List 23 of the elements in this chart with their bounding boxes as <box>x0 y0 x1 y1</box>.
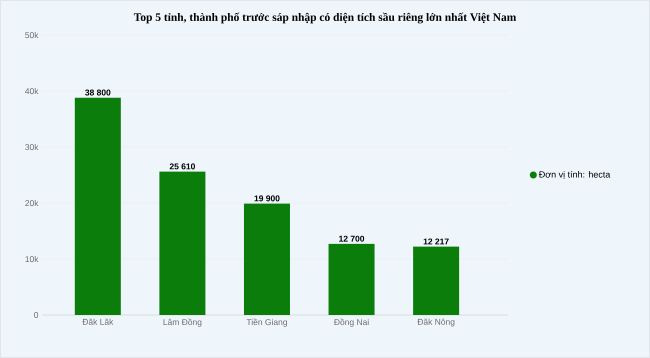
bar <box>244 204 290 315</box>
chart-title: Top 5 tỉnh, thành phố trước sáp nhập có diện tích sầu riêng lớn nhất Việt Nam <box>134 12 516 24</box>
x-tick-label: Tiền Giang <box>246 318 287 327</box>
x-tick-label: Đăk Lăk <box>82 318 114 325</box>
y-tick-label: 10k <box>25 256 38 262</box>
y-tick-label: 0 <box>34 312 38 318</box>
legend-label: Đơn vị tính: hecta <box>538 170 610 179</box>
data-label: 19 900 <box>254 195 280 202</box>
data-label: 25 610 <box>170 163 195 170</box>
y-tick-label: 50k <box>25 32 38 38</box>
bar <box>328 244 375 315</box>
bar <box>413 246 460 315</box>
x-tick-label: Đồng Nai <box>334 318 369 327</box>
data-label: 12 700 <box>339 236 364 242</box>
bar <box>159 172 206 315</box>
y-tick-label: 20k <box>25 200 38 206</box>
data-label: 38 800 <box>85 90 110 96</box>
x-tick-label: Đăk Nông <box>417 318 454 327</box>
bar <box>74 98 121 315</box>
data-label: 12 217 <box>424 238 449 244</box>
x-tick-label: Lâm Đồng <box>164 318 202 327</box>
y-tick-label: 30k <box>25 144 38 150</box>
y-tick-label: 40k <box>25 88 38 94</box>
